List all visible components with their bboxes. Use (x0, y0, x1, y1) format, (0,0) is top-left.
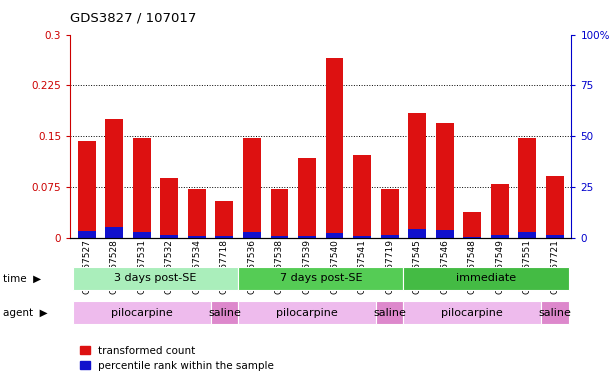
Text: saline: saline (208, 308, 241, 318)
Bar (381, 235, 398, 238)
Bar (518, 138, 536, 238)
Bar (105, 227, 123, 238)
Bar (408, 229, 426, 238)
Bar (491, 184, 508, 238)
Bar (161, 179, 178, 238)
Text: saline: saline (538, 308, 571, 318)
Bar (216, 236, 233, 238)
Bar (188, 189, 206, 238)
Text: pilocarpine: pilocarpine (111, 308, 173, 318)
Bar (188, 236, 206, 238)
Bar (78, 231, 96, 238)
Bar (161, 235, 178, 238)
Bar (271, 189, 288, 238)
Bar (133, 138, 151, 238)
Bar (381, 189, 398, 238)
Bar (518, 232, 536, 238)
Bar (463, 237, 481, 238)
Text: immediate: immediate (456, 273, 516, 283)
Bar (298, 236, 316, 238)
Bar (326, 58, 343, 238)
Text: 7 days post-SE: 7 days post-SE (279, 273, 362, 283)
Bar (353, 155, 371, 238)
Bar (243, 232, 261, 238)
Text: agent  ▶: agent ▶ (3, 308, 48, 318)
Text: pilocarpine: pilocarpine (441, 308, 503, 318)
Bar (463, 212, 481, 238)
Bar (326, 233, 343, 238)
Bar (436, 230, 453, 238)
Text: saline: saline (373, 308, 406, 318)
Bar (491, 235, 508, 238)
Bar (105, 119, 123, 238)
Bar (436, 123, 453, 238)
Bar (243, 138, 261, 238)
Text: GDS3827 / 107017: GDS3827 / 107017 (70, 12, 197, 25)
Bar (216, 201, 233, 238)
Legend: transformed count, percentile rank within the sample: transformed count, percentile rank withi… (76, 341, 279, 375)
Text: time  ▶: time ▶ (3, 273, 41, 283)
Bar (78, 141, 96, 238)
Text: pilocarpine: pilocarpine (276, 308, 338, 318)
Bar (546, 235, 564, 238)
Bar (353, 236, 371, 238)
Bar (546, 175, 564, 238)
Bar (133, 232, 151, 238)
Bar (408, 113, 426, 238)
Bar (298, 158, 316, 238)
Bar (271, 236, 288, 238)
Text: 3 days post-SE: 3 days post-SE (114, 273, 197, 283)
